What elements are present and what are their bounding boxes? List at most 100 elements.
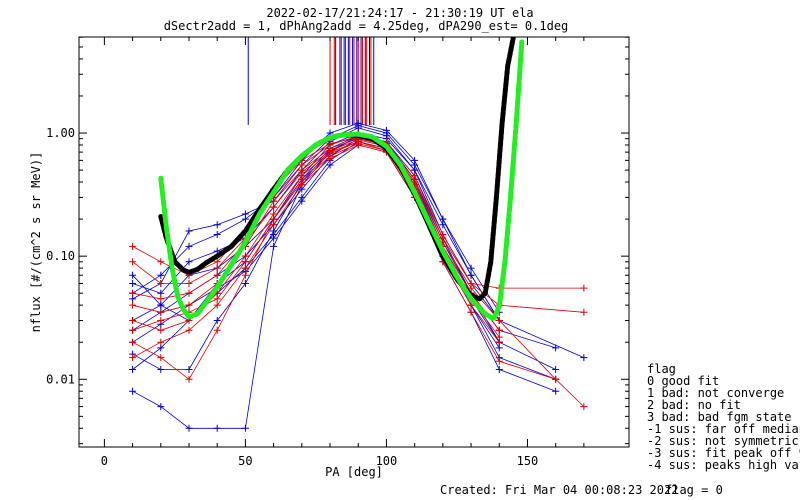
data-point-red bbox=[326, 140, 334, 148]
data-point-blue bbox=[552, 387, 560, 395]
data-point-blue bbox=[270, 227, 278, 235]
data-point-red bbox=[241, 258, 249, 266]
data-point-red bbox=[157, 317, 165, 325]
data-point-red bbox=[213, 264, 221, 272]
data-point-red bbox=[439, 234, 447, 242]
data-point-red bbox=[580, 308, 588, 316]
fit-curve-black bbox=[158, 37, 516, 302]
data-point-red bbox=[129, 242, 137, 250]
data-point-blue bbox=[580, 354, 588, 362]
data-point-red bbox=[495, 333, 503, 341]
data-point-red bbox=[157, 308, 165, 316]
data-point-red bbox=[129, 258, 137, 266]
flag-legend-entry: 0 good fit bbox=[647, 374, 719, 388]
data-point-blue bbox=[495, 366, 503, 374]
data-point-blue bbox=[241, 424, 249, 432]
data-point-blue bbox=[241, 279, 249, 287]
data-point-red bbox=[326, 152, 334, 160]
x-axis-label: PA [deg] bbox=[325, 465, 383, 479]
data-point-red bbox=[354, 140, 362, 148]
data-point-red bbox=[157, 326, 165, 334]
x-tick-label: 50 bbox=[238, 454, 252, 468]
data-point-blue bbox=[129, 279, 137, 287]
data-point-blue bbox=[213, 230, 221, 238]
series-line-blue bbox=[132, 135, 556, 429]
y-tick-label: 0.01 bbox=[46, 372, 75, 386]
flag-legend: flag 0 good fit 1 bad: not converge 2 ba… bbox=[647, 362, 800, 472]
data-point-blue bbox=[129, 366, 137, 374]
data-point-red bbox=[213, 271, 221, 279]
data-point-red bbox=[411, 175, 419, 183]
data-point-blue bbox=[185, 424, 193, 432]
data-point-red bbox=[129, 301, 137, 309]
data-point-red bbox=[157, 295, 165, 303]
data-point-blue bbox=[213, 424, 221, 432]
data-point-red bbox=[157, 338, 165, 346]
data-point-red bbox=[185, 326, 193, 334]
data-point-red bbox=[185, 301, 193, 309]
flag-legend-entry: 1 bad: not converge bbox=[647, 386, 784, 400]
data-point-blue bbox=[241, 215, 249, 223]
data-point-red bbox=[241, 264, 249, 272]
series-line-blue bbox=[132, 122, 585, 358]
data-point-red bbox=[129, 354, 137, 362]
data-point-blue bbox=[213, 221, 221, 229]
flag-legend-entry: -2 sus: not symmetric bbox=[647, 434, 799, 448]
series-line-blue bbox=[132, 127, 500, 321]
flag-legend-entry: -1 sus: far off median bbox=[647, 422, 800, 436]
data-point-blue bbox=[467, 271, 475, 279]
data-point-red bbox=[129, 317, 137, 325]
x-tick-label: 0 bbox=[101, 454, 108, 468]
data-point-red bbox=[495, 326, 503, 334]
y-tick-label: 1.00 bbox=[46, 126, 75, 140]
flag-legend-entry: 2 bad: no fit bbox=[647, 398, 741, 412]
data-point-blue bbox=[298, 197, 306, 205]
flag-legend-title: flag bbox=[647, 362, 676, 376]
chart-title-line1: 2022-02-17/21:24:17 - 21:30:19 UT ela bbox=[266, 6, 533, 20]
flag-legend-entry: 3 bad: bad fgm state bbox=[647, 410, 792, 424]
data-point-red bbox=[298, 178, 306, 186]
footer-flag: flag = 0 bbox=[665, 483, 723, 497]
plot-frame bbox=[78, 36, 630, 448]
data-point-blue bbox=[354, 119, 362, 127]
data-point-blue bbox=[129, 271, 137, 279]
created-timestamp: Created: Fri Mar 04 00:08:23 2022 bbox=[440, 483, 678, 497]
data-point-blue bbox=[213, 317, 221, 325]
data-point-red bbox=[213, 301, 221, 309]
data-point-red bbox=[467, 308, 475, 316]
series-line-red bbox=[132, 138, 585, 407]
data-point-red bbox=[298, 168, 306, 176]
data-point-blue bbox=[157, 301, 165, 309]
data-point-blue bbox=[326, 161, 334, 169]
data-point-blue bbox=[467, 264, 475, 272]
y-tick-label: 0.10 bbox=[46, 249, 75, 263]
data-point-red bbox=[213, 326, 221, 334]
series-line-red bbox=[132, 141, 500, 331]
data-point-blue bbox=[270, 234, 278, 242]
data-point-red bbox=[495, 317, 503, 325]
data-point-red bbox=[467, 301, 475, 309]
data-point-red bbox=[213, 258, 221, 266]
data-point-blue bbox=[552, 366, 560, 374]
data-point-red bbox=[185, 289, 193, 297]
data-point-red bbox=[495, 357, 503, 365]
data-point-red bbox=[185, 375, 193, 383]
data-point-blue bbox=[157, 366, 165, 374]
data-point-red bbox=[580, 284, 588, 292]
data-point-blue bbox=[185, 258, 193, 266]
data-point-red bbox=[157, 279, 165, 287]
data-point-blue bbox=[185, 366, 193, 374]
data-point-blue bbox=[411, 156, 419, 164]
flag-legend-entry: -3 sus: fit peak off 90 bbox=[647, 446, 800, 460]
data-point-red bbox=[270, 215, 278, 223]
flag-legend-entry: -4 sus: peaks high var bbox=[647, 458, 800, 472]
data-point-red bbox=[213, 295, 221, 303]
data-point-red bbox=[157, 354, 165, 362]
data-point-red bbox=[129, 289, 137, 297]
data-point-red bbox=[241, 271, 249, 279]
data-point-blue bbox=[185, 227, 193, 235]
data-point-blue bbox=[157, 271, 165, 279]
data-point-red bbox=[129, 326, 137, 334]
data-point-blue bbox=[270, 242, 278, 250]
